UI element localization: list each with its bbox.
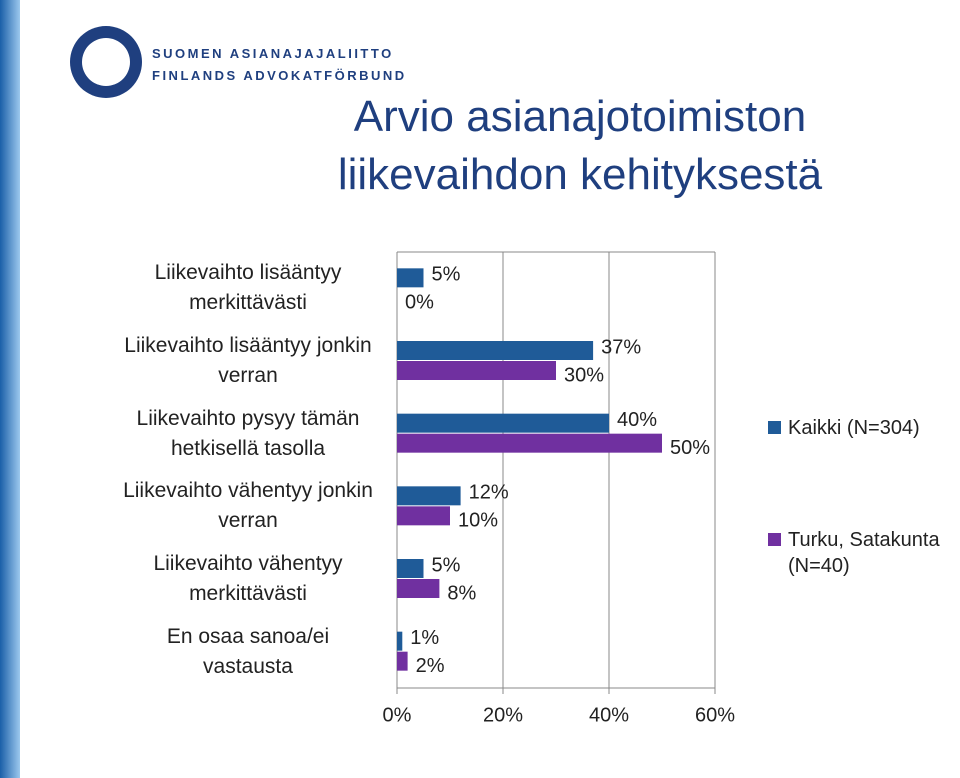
value-label: 40% [617,409,657,431]
bar [397,341,594,360]
legend-swatch [768,421,781,434]
category-label: Liikevaihto lisääntyy merkittävästi [154,261,342,315]
category-label: En osaa sanoa/ei vastausta [166,624,330,678]
category-label: Liikevaihto lisääntyy jonkin verran [124,334,372,387]
value-label: 8% [447,582,476,604]
chart-title: Arvio asianajotoimiston liikevaihdon keh… [337,92,823,199]
side-stripe [0,0,20,778]
value-label: 10% [458,510,498,532]
bar [397,486,461,506]
value-label: 5% [432,554,461,576]
x-tick-label: 20% [483,704,523,726]
bar [397,579,440,598]
x-tick-label: 40% [589,704,629,726]
category-label: Liikevaihto pysyy tämän hetkisellä tasol… [136,406,360,460]
value-label: 1% [410,627,439,649]
x-tick-label: 60% [695,704,735,726]
value-label: 5% [432,264,461,286]
legend-label: Turku, Satakunta (N=40) [788,529,940,577]
bar [397,361,556,380]
org-name-fi: SUOMEN ASIANAJAJALIITTO [152,46,394,61]
category-label: Liikevaihto vähentyy merkittävästi [153,552,343,605]
bar [397,559,424,578]
bar [397,506,450,526]
value-label: 12% [469,482,509,504]
value-label: 2% [416,655,445,677]
legend-label: Kaikki (N=304) [788,417,920,439]
x-tick-label: 0% [383,704,412,726]
value-label: 50% [670,437,710,459]
bar [397,631,403,651]
org-name-sv: FINLANDS ADVOKATFÖRBUND [152,68,407,83]
bar [397,268,424,288]
logo-inner [82,38,130,86]
category-label: Liikevaihto vähentyy jonkin verran [123,479,373,533]
bar [397,433,662,453]
legend-swatch [768,533,781,546]
value-label: 0% [405,292,434,314]
value-label: 30% [564,364,604,386]
bar [397,413,609,433]
value-label: 37% [601,336,641,358]
bar [397,651,408,671]
